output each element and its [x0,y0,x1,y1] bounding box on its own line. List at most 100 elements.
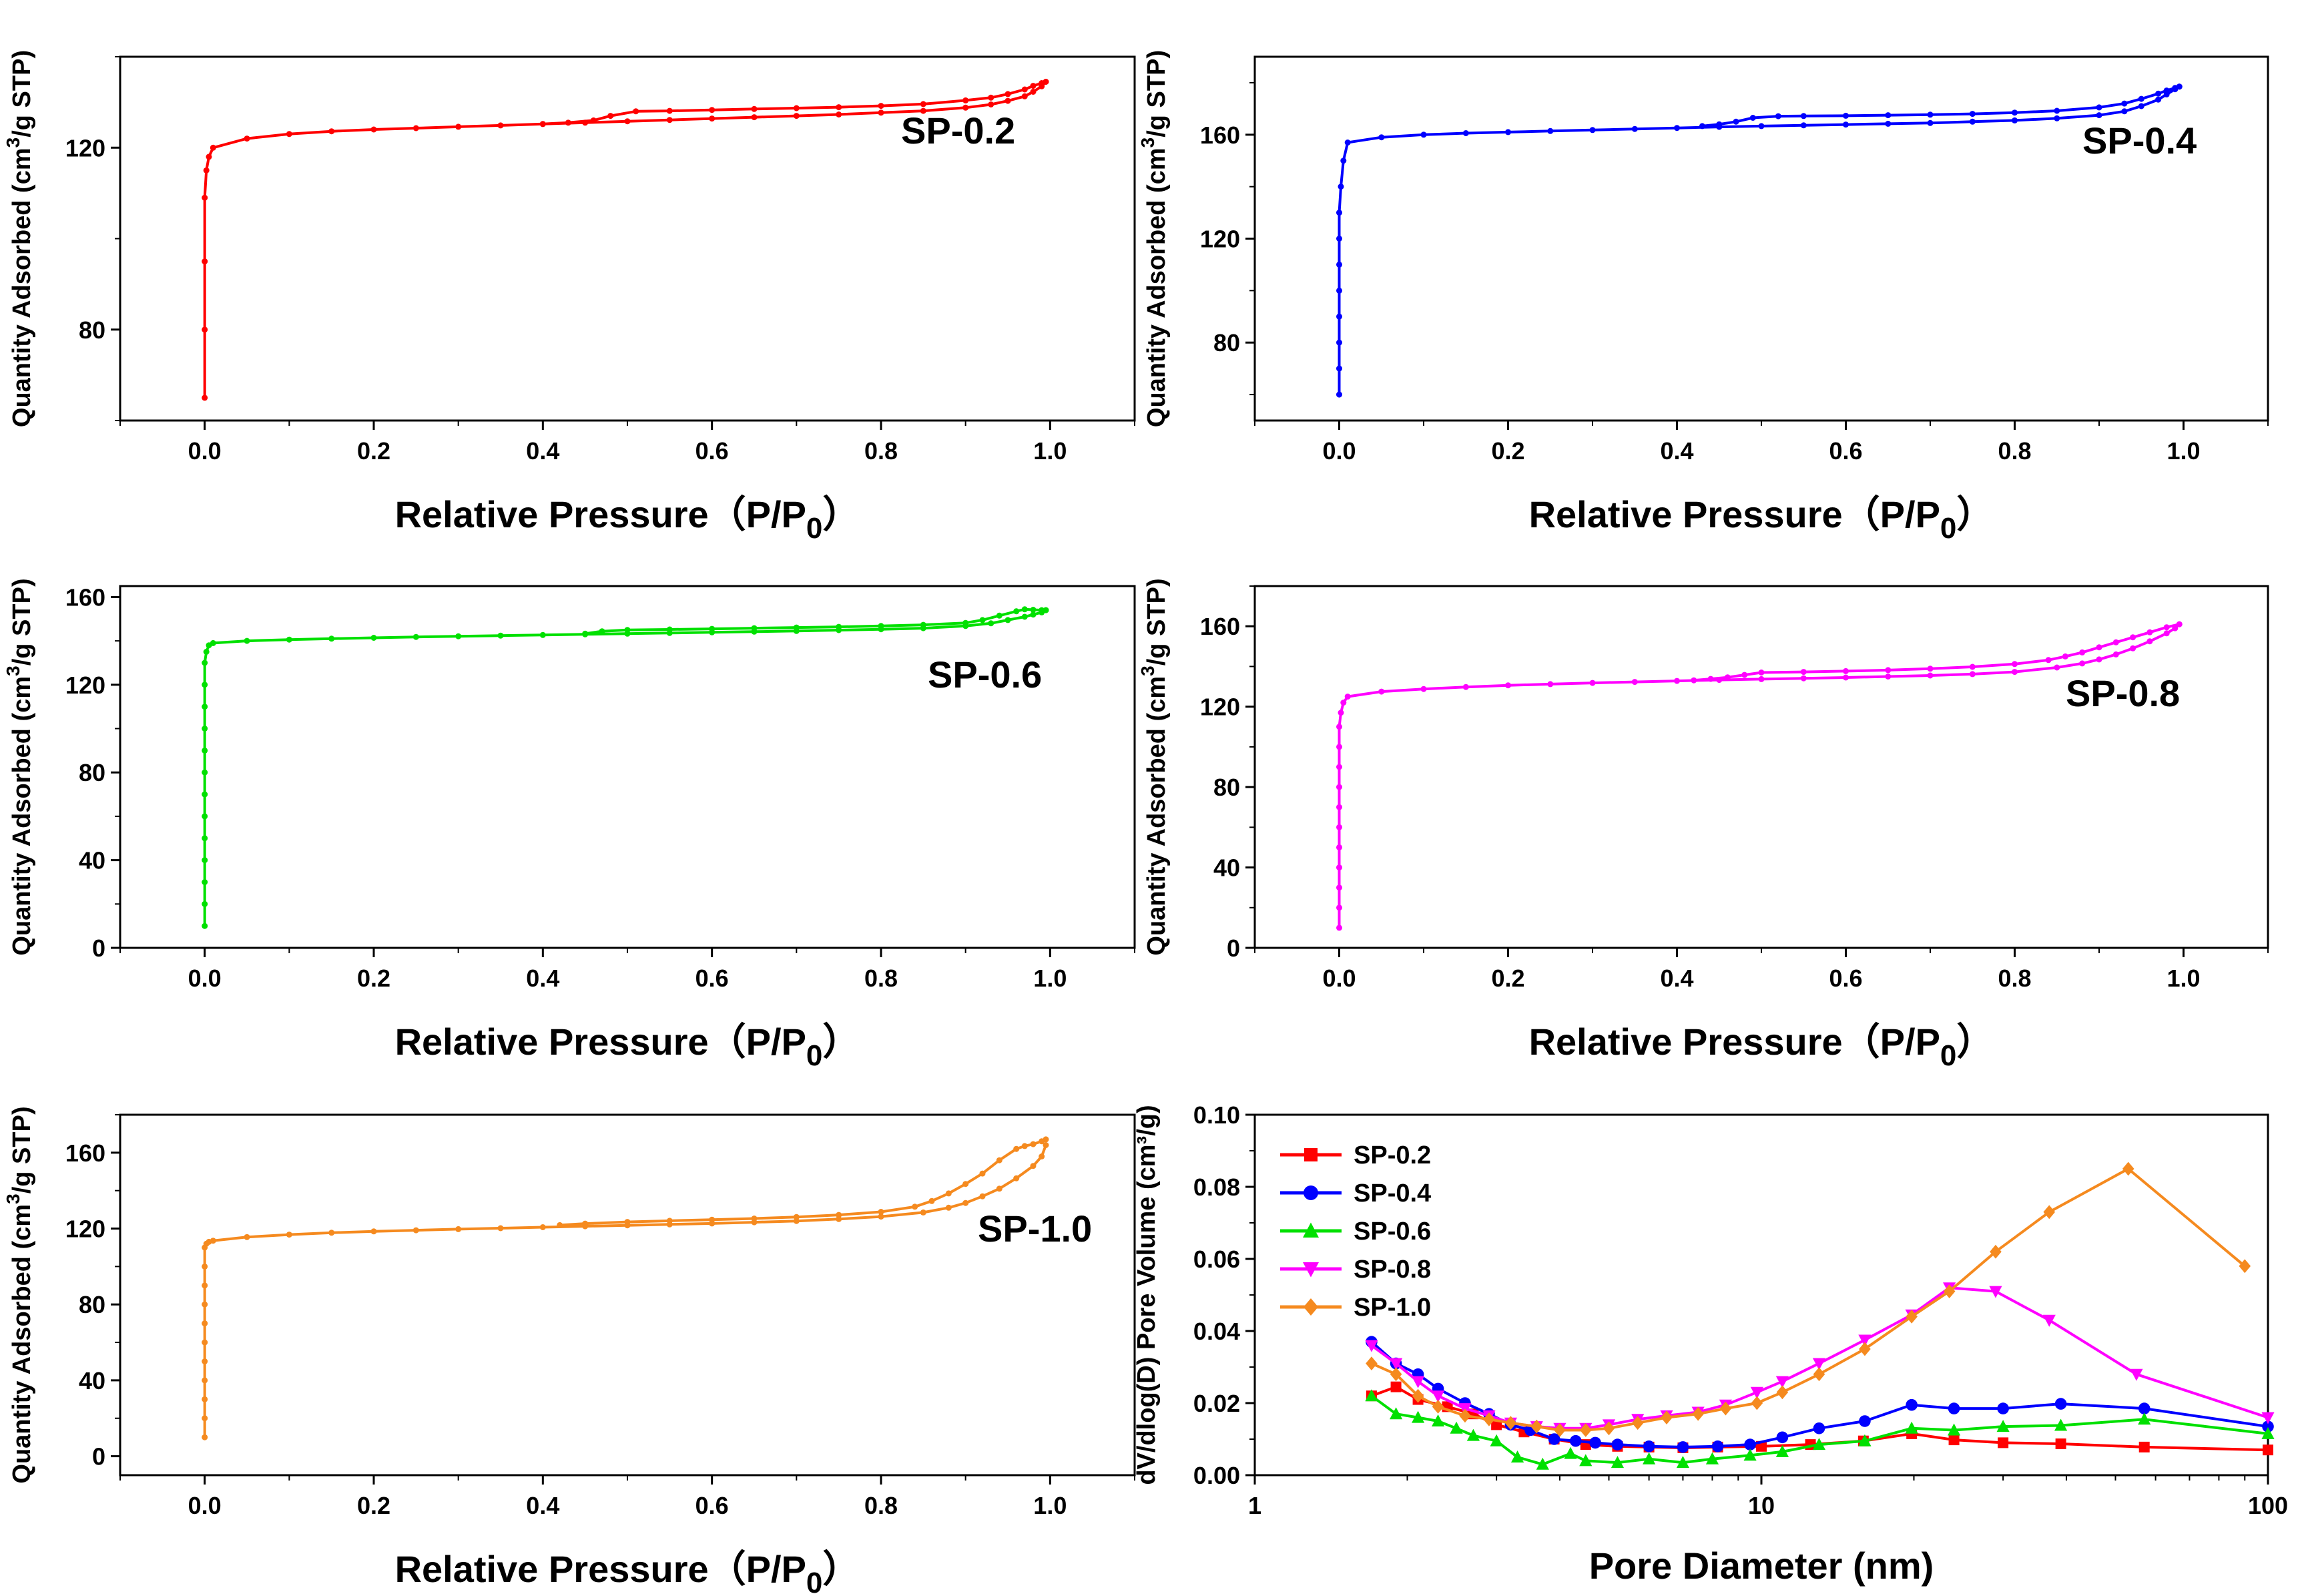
desorption-point [1021,606,1028,613]
desorption-point [666,1218,673,1224]
desorption-point [793,624,800,631]
adsorption-point [920,107,926,114]
desorption-point [624,627,631,633]
adsorption-point [2012,117,2018,123]
data-point [1812,1438,1826,1450]
adsorption-point [202,922,208,929]
data-point [1536,1457,1549,1470]
x-tick-label: 1.0 [2167,965,2200,992]
adsorption-point [1013,1175,1020,1181]
data-point [2042,1314,2056,1327]
data-point [1450,1421,1463,1434]
adsorption-point [2130,645,2136,651]
adsorption-point [2172,625,2179,631]
adsorption-point [1340,158,1347,164]
isotherm-panel-sp08: 0.0 0.2 0.4 0.6 0.8 1.0 0 40 80 120 160 SP-0.8 Relat… [1137,578,2269,1072]
data-point [1431,1414,1445,1426]
y-axis-label: dV/dlog(D) Pore Volume (cm³/g) [1133,1105,1161,1485]
x-tick-label: 0.0 [1322,965,1356,992]
desorption-point [1733,118,1739,125]
adsorption-point [202,1339,208,1346]
adsorption-point [1716,677,1723,684]
adsorption-point [1420,131,1427,138]
data-point [2263,1444,2273,1456]
legend-label: SP-0.2 [1354,1141,1431,1169]
adsorption-point [202,726,208,732]
adsorption-point [1800,122,1807,129]
desorption-point [666,626,673,633]
y-tick-label: 0.04 [1193,1318,1240,1345]
adsorption-point [328,1230,335,1236]
adsorption-point [666,117,673,123]
desorption-point [565,119,571,126]
y-tick-label: 120 [1200,226,1240,253]
data-point [1775,1376,1789,1388]
desorption-line [559,1138,1047,1227]
adsorption-point [1338,710,1344,716]
y-tick-label: 0 [92,935,105,962]
adsorption-point [244,1234,250,1240]
data-point [1466,1428,1480,1441]
desorption-point [1004,91,1011,97]
x-axis-label: Relative Pressure（P/P0） [395,493,860,545]
x-axis-label: Relative Pressure（P/P0） [395,1021,860,1072]
adsorption-point [370,1228,377,1235]
data-point [1365,1340,1378,1352]
adsorption-point [2121,108,2128,115]
data-point [2055,1438,2066,1450]
y-tick-label: 0.08 [1193,1173,1240,1201]
adsorption-point [2146,638,2153,645]
data-point [1570,1434,1582,1447]
desorption-point [1843,668,1849,674]
x-tick-label: 0.0 [1322,437,1356,465]
data-point [1996,1420,2010,1432]
data-point [1776,1431,1789,1444]
adsorption-point [1969,671,1976,678]
adsorption-point [210,639,216,646]
legend-label: SP-1.0 [1354,1294,1431,1322]
adsorption-point [328,635,335,642]
adsorption-point [920,1209,926,1216]
y-axis-label: Quantity Adsorbed (cm3/g STP) [3,1106,36,1483]
adsorption-point [286,636,292,643]
data-point [1579,1454,1593,1467]
x-tick-label: 0.2 [357,1492,390,1519]
adsorption-point [202,769,208,776]
series-SP-1.0 [1366,1161,2251,1437]
data-point [1412,1388,1424,1403]
adsorption-point [244,637,250,644]
adsorption-point [1336,784,1342,790]
adsorption-point [1758,676,1765,682]
data-point [1776,1385,1789,1400]
y-tick-label: 80 [79,316,105,344]
x-tick-label: 0.2 [357,437,390,465]
desorption-point [962,619,969,626]
desorption-point [2163,624,2170,631]
desorption-point [2146,629,2153,635]
x-tick-label: 0.8 [864,965,898,992]
series-line [1371,1167,2246,1432]
desorption-point [1021,1143,1028,1149]
x-tick-label: 1.0 [1033,1492,1067,1519]
data-point [1548,1433,1560,1445]
adsorption-point [497,1225,504,1232]
desorption-point [751,625,758,631]
data-point [1366,1356,1378,1370]
data-point [2054,1418,2068,1431]
data-point [1692,1406,1704,1421]
data-point [2043,1205,2056,1220]
adsorption-point [202,1263,208,1270]
desorption-point [624,1219,631,1226]
y-axis-label: Quantity Adsorbed (cm3/g STP) [3,578,36,955]
series-SP-0.6 [1365,1389,2275,1470]
adsorption-point [202,857,208,864]
data-point [1990,1244,2002,1259]
adsorption-point [202,1377,208,1384]
adsorption-point [2096,112,2102,119]
data-point [1813,1367,1825,1382]
adsorption-point [2012,669,2018,676]
adsorption-point [370,126,377,133]
x-tick-label: 0.6 [695,1492,729,1519]
desorption-point [2062,653,2068,659]
